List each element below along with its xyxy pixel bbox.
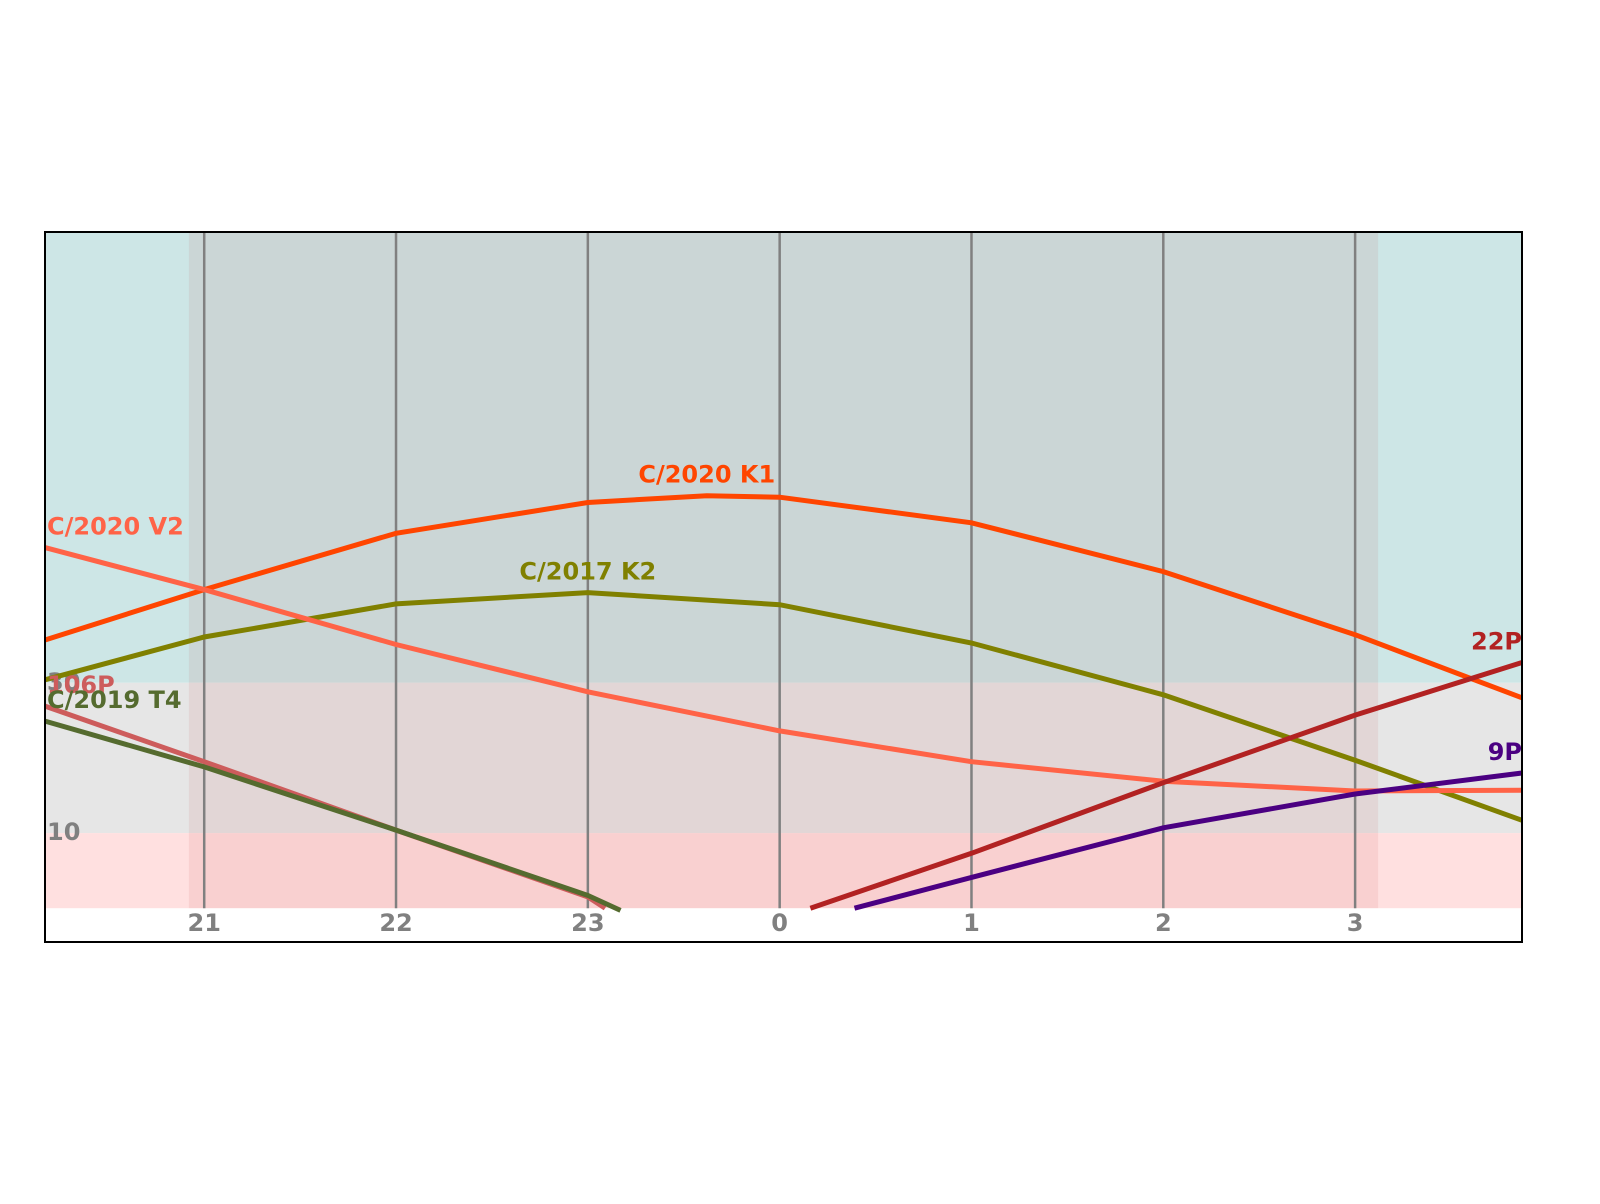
comet-label: C/2019 T4 xyxy=(47,686,182,714)
comet-label: C/2020 V2 xyxy=(47,513,184,541)
x-tick-label: 1 xyxy=(963,909,980,937)
comet-label: 9P xyxy=(1488,738,1522,766)
x-tick-label: 3 xyxy=(1347,909,1364,937)
night-shade xyxy=(188,232,1379,909)
y-tick-label: 10 xyxy=(47,818,80,846)
comet-label: 22P xyxy=(1471,628,1522,656)
comet-line xyxy=(809,660,1523,911)
x-tick-label: 23 xyxy=(571,909,604,937)
comet-line xyxy=(44,545,1523,794)
x-tick-label: 0 xyxy=(771,909,788,937)
comet-label: 106P xyxy=(47,671,115,699)
x-tick-label: 22 xyxy=(379,909,412,937)
comet-line xyxy=(44,493,1523,701)
plot-frame xyxy=(44,231,1523,943)
comet-line xyxy=(853,770,1523,911)
x-tick-label: 2 xyxy=(1155,909,1172,937)
comet-line xyxy=(44,718,622,913)
comet-label: C/2020 K1 xyxy=(638,461,775,489)
comet-label: C/2017 K2 xyxy=(519,558,656,586)
altitude-zone xyxy=(45,833,1522,909)
x-tick-label: 21 xyxy=(188,909,221,937)
